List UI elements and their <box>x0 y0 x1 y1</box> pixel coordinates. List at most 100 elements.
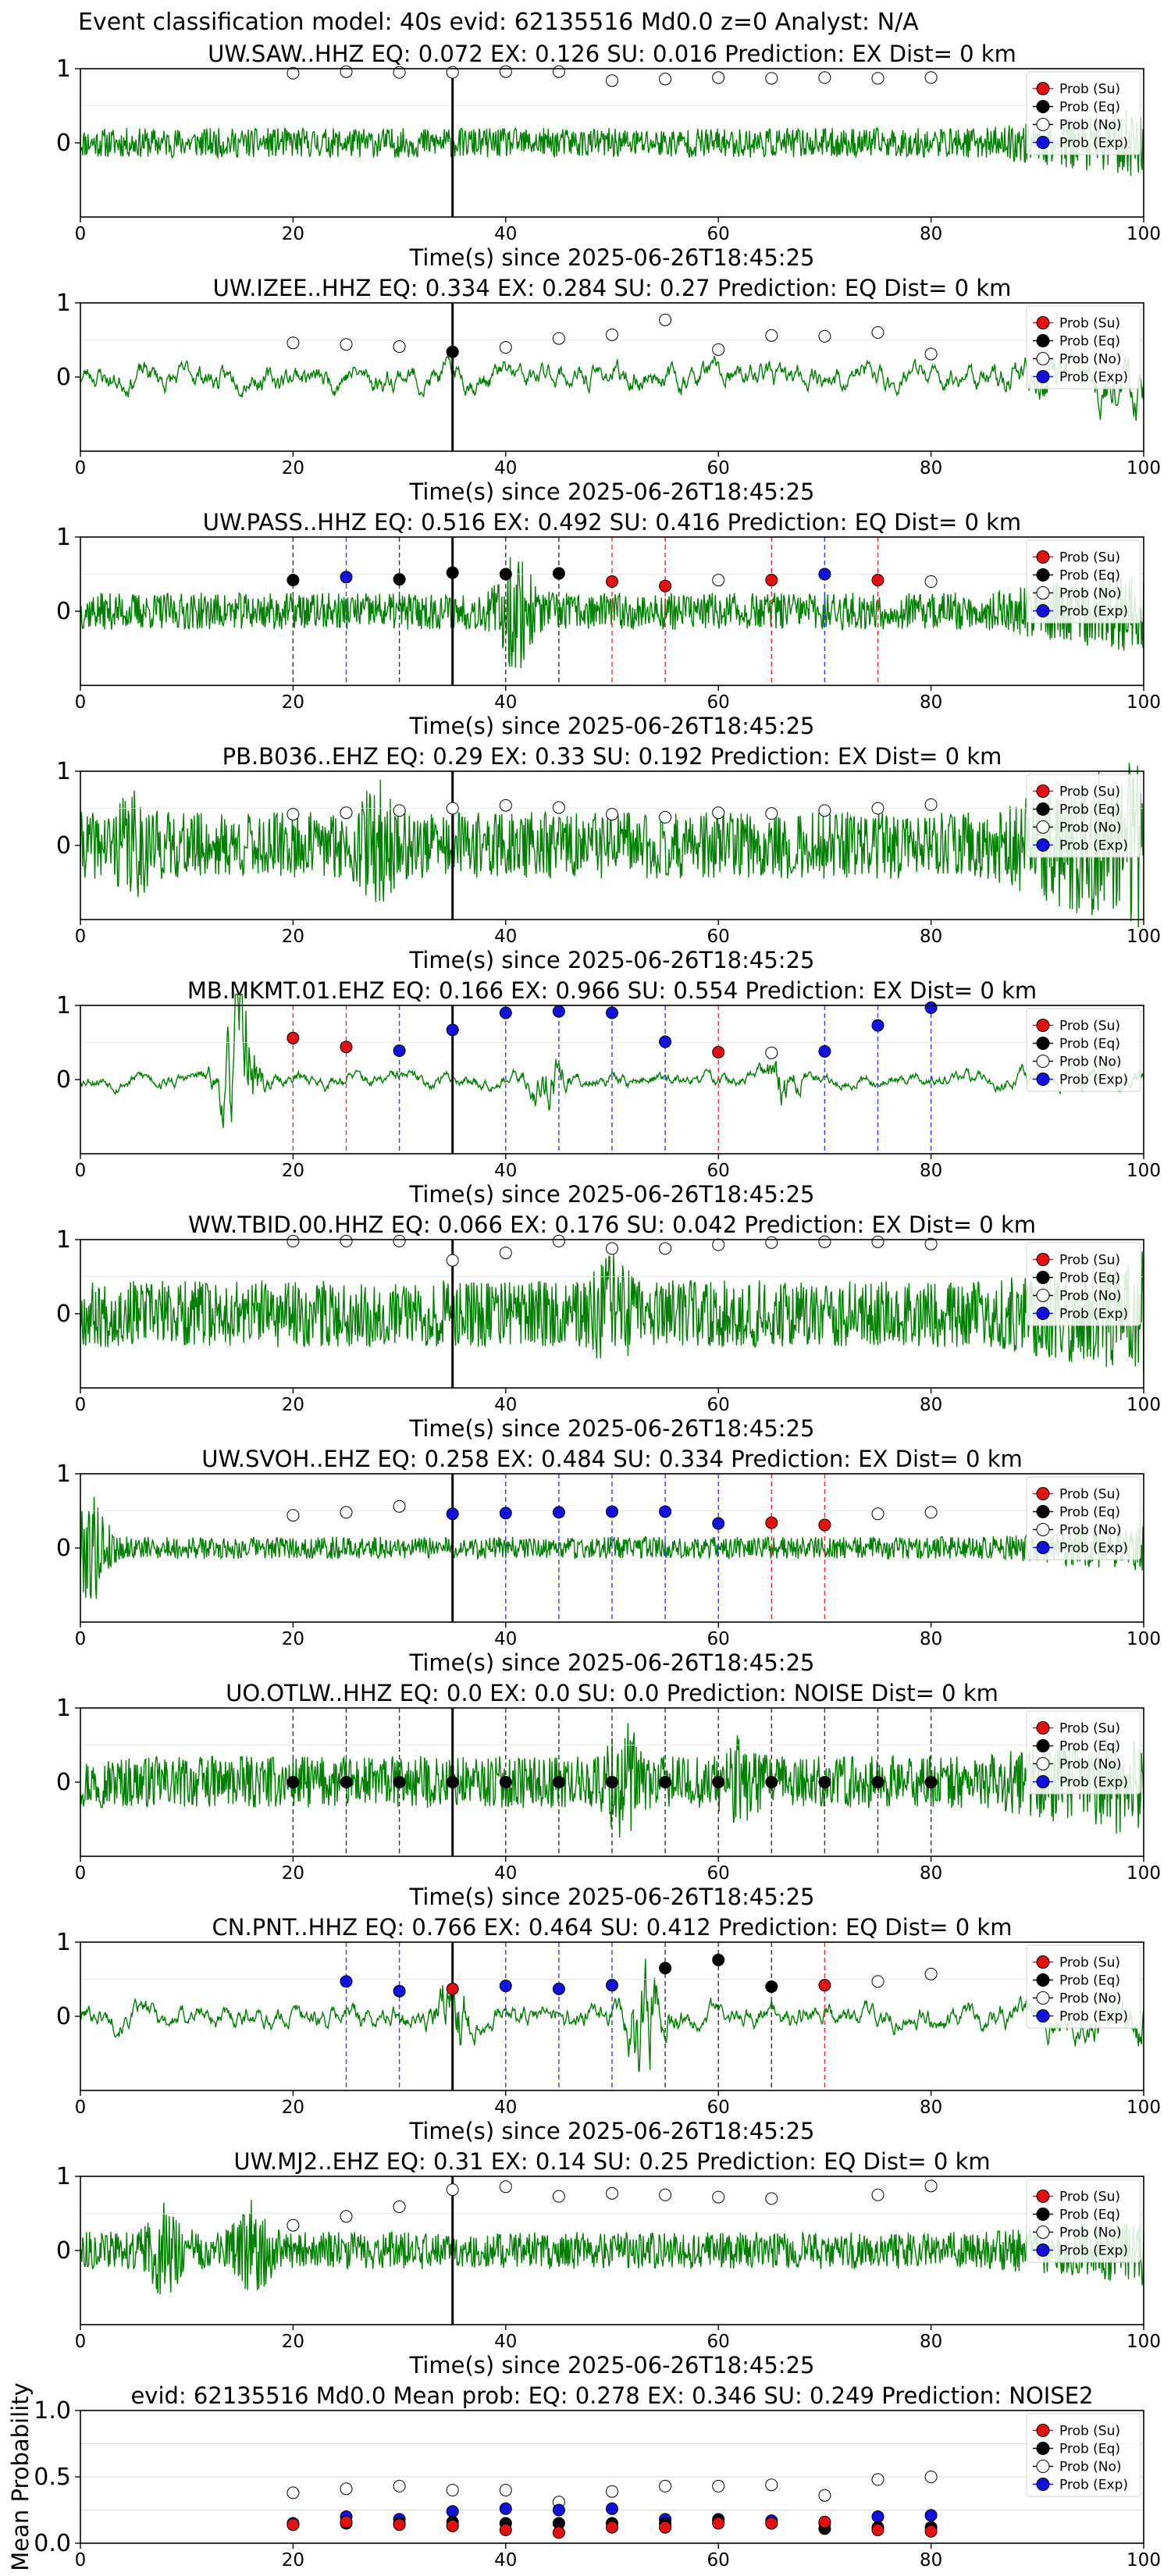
probability-point-no <box>924 575 938 588</box>
panel-group: UW.SAW..HHZ EQ: 0.072 EX: 0.126 SU: 0.01… <box>7 41 1161 2571</box>
x-tick-label: 0 <box>75 1395 87 1415</box>
legend <box>1026 1476 1141 1560</box>
legend-label: Prob (No) <box>1059 1289 1122 1304</box>
probability-point-exp <box>606 1505 618 1518</box>
x-tick-label: 100 <box>1127 692 1161 713</box>
x-tick-label: 80 <box>920 2097 942 2118</box>
legend-label: Prob (Exp) <box>1059 2009 1128 2025</box>
waveform-trace <box>80 1959 1144 2073</box>
x-axis-label: Time(s) since 2025-06-26T18:45:25 <box>409 244 815 271</box>
legend-label: Prob (Eq) <box>1059 1271 1120 1286</box>
probability-point-no <box>499 341 512 354</box>
probability-point-su <box>606 575 618 588</box>
x-axis-label: Time(s) since 2025-06-26T18:45:25 <box>409 479 815 505</box>
legend-marker <box>1036 802 1050 816</box>
x-tick-label: 60 <box>707 1395 730 1415</box>
y-axis-label: Mean Probability <box>7 2382 34 2571</box>
probability-point-exp <box>552 1982 565 1995</box>
probability-point-exp <box>818 1044 831 1058</box>
probability-point-su <box>765 574 778 587</box>
legend <box>1026 1710 1141 1795</box>
x-axis-label: Time(s) since 2025-06-26T18:45:25 <box>409 1181 815 1208</box>
probability-point-eq <box>765 1776 778 1788</box>
legend-marker <box>1036 1973 1050 1987</box>
probability-point-eq <box>446 345 459 358</box>
probability-point-eq <box>340 1776 353 1788</box>
probability-point-exp <box>606 1006 618 1019</box>
probability-point-eq <box>659 1962 672 1975</box>
x-tick-label: 20 <box>282 692 304 713</box>
probability-point-no <box>446 2183 459 2197</box>
legend-marker <box>1036 1487 1050 1500</box>
legend-label: Prob (Eq) <box>1059 1973 1120 1989</box>
legend-label: Prob (Su) <box>1059 1955 1120 1971</box>
probability-point-no <box>393 66 406 79</box>
y-tick-label: 0.5 <box>34 2464 71 2491</box>
probability-point-no <box>606 74 618 87</box>
probability-point-no <box>340 806 353 820</box>
probability-point-eq <box>393 1776 406 1788</box>
panel-title: UW.SVOH..EHZ EQ: 0.258 EX: 0.484 SU: 0.3… <box>201 1446 1023 1472</box>
x-tick-label: 100 <box>1127 1161 1161 1181</box>
legend-label: Prob (Eq) <box>1059 2208 1120 2223</box>
probability-point-su <box>818 1979 831 1992</box>
legend-label: Prob (Exp) <box>1059 2243 1128 2259</box>
x-tick-label: 80 <box>920 2332 942 2352</box>
legend <box>1026 1008 1141 1092</box>
probability-point-exp <box>924 1001 938 1014</box>
legend-label: Prob (Exp) <box>1059 136 1128 151</box>
probability-point-eq <box>287 574 300 587</box>
x-axis-label: Time(s) since 2025-06-26T18:45:25 <box>409 2352 815 2379</box>
legend-label: Prob (Su) <box>1059 1487 1120 1503</box>
x-tick-label: 20 <box>282 927 304 947</box>
probability-point-no <box>606 2186 618 2200</box>
probability-point-no <box>818 71 831 84</box>
probability-point-eq <box>552 1776 565 1788</box>
x-tick-label: 80 <box>920 1161 942 1181</box>
legend-marker <box>1036 2442 1050 2455</box>
legend <box>1026 1944 1141 2029</box>
legend-label: Prob (Eq) <box>1059 100 1120 116</box>
legend-label: Prob (Exp) <box>1059 604 1128 620</box>
probability-point-no <box>393 804 406 817</box>
probability-point-eq <box>446 1776 459 1788</box>
probability-point-no <box>871 2188 884 2201</box>
y-tick-label: 1 <box>56 524 71 551</box>
mean-point-exp <box>552 2503 565 2517</box>
legend <box>1026 1242 1141 1326</box>
probability-point-no <box>393 2200 406 2213</box>
mean-point-su <box>552 2526 565 2539</box>
x-tick-label: 0 <box>75 2097 87 2118</box>
probability-point-exp <box>871 1019 884 1032</box>
x-tick-label: 20 <box>282 1863 304 1884</box>
legend-label: Prob (No) <box>1059 2460 1122 2475</box>
x-tick-label: 100 <box>1127 2097 1161 2118</box>
probability-point-no <box>871 326 884 339</box>
station-panel: CN.PNT..HHZ EQ: 0.766 EX: 0.464 SU: 0.41… <box>56 1914 1161 2144</box>
x-tick-label: 40 <box>494 224 517 244</box>
legend-label: Prob (No) <box>1059 1523 1122 1539</box>
probability-point-no <box>871 1235 884 1248</box>
mean-point-su <box>393 2518 406 2532</box>
probability-point-no <box>871 72 884 85</box>
probability-point-no <box>552 332 565 345</box>
probability-point-eq <box>818 1776 831 1788</box>
x-tick-label: 40 <box>494 2097 517 2118</box>
legend-marker <box>1036 586 1050 600</box>
legend-marker <box>1036 82 1050 95</box>
legend-label: Prob (Exp) <box>1059 370 1128 386</box>
x-tick-label: 60 <box>707 224 730 244</box>
x-tick-label: 80 <box>920 224 942 244</box>
legend-label: Prob (Eq) <box>1059 2442 1120 2457</box>
x-tick-label: 20 <box>282 1629 304 1649</box>
x-tick-label: 80 <box>920 1629 942 1649</box>
x-tick-label: 40 <box>494 1863 517 1884</box>
mean-point-su <box>446 2519 459 2532</box>
legend <box>1026 71 1141 155</box>
probability-point-no <box>552 1234 565 1247</box>
panel-title: evid: 62135516 Md0.0 Mean prob: EQ: 0.27… <box>130 2382 1093 2409</box>
legend-marker <box>1036 550 1050 564</box>
probability-point-no <box>924 1967 938 1980</box>
y-tick-label: 1 <box>56 290 71 317</box>
y-tick-label: 1 <box>56 1695 71 1722</box>
